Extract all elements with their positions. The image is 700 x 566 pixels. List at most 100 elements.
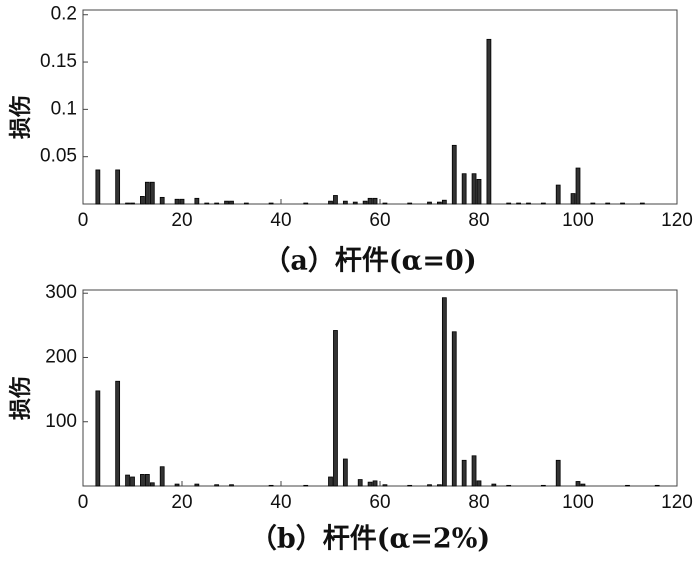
bar xyxy=(214,484,220,487)
bar xyxy=(476,178,482,205)
y-tick-label: 0.2 xyxy=(51,4,77,25)
x-tick-label: 40 xyxy=(270,492,291,513)
x-tick-label: 20 xyxy=(171,210,192,231)
bar xyxy=(555,184,561,205)
bar xyxy=(333,330,338,487)
bar xyxy=(130,202,135,205)
bar xyxy=(382,484,388,487)
bar xyxy=(407,202,413,205)
bar xyxy=(342,200,348,205)
x-tick-label: 40 xyxy=(270,210,291,231)
bar xyxy=(540,202,546,205)
bar xyxy=(159,196,165,205)
bar xyxy=(372,480,378,487)
bar xyxy=(357,479,363,487)
bar xyxy=(555,459,561,487)
x-tick-label: 0 xyxy=(78,492,89,513)
y-axis-label: 损伤 xyxy=(8,376,34,420)
bar xyxy=(268,484,274,487)
bar xyxy=(268,202,274,205)
bar xyxy=(115,169,121,205)
bar xyxy=(540,484,546,487)
bar xyxy=(367,197,373,205)
bar xyxy=(506,202,512,205)
bar xyxy=(125,474,130,487)
x-tick-label: 20 xyxy=(171,492,192,513)
bar xyxy=(333,195,338,205)
x-tick-label: 60 xyxy=(369,210,390,231)
chart-title: （a）杆件(α=0) xyxy=(263,246,476,277)
bar xyxy=(605,202,611,205)
bar xyxy=(214,202,220,205)
bar xyxy=(194,483,200,487)
bar xyxy=(328,200,333,205)
bar xyxy=(125,202,130,205)
y-tick-label: 200 xyxy=(45,346,77,367)
bar xyxy=(427,201,432,205)
bar xyxy=(144,474,150,487)
bar xyxy=(174,198,180,205)
bar xyxy=(328,476,333,487)
bar xyxy=(526,202,531,205)
x-tick-label: 120 xyxy=(661,492,693,513)
x-tick-label: 80 xyxy=(468,492,489,513)
x-tick-label: 0 xyxy=(78,210,89,231)
bar xyxy=(95,390,101,487)
bar xyxy=(367,481,373,487)
bar xyxy=(570,193,576,205)
bar xyxy=(303,202,309,205)
bar xyxy=(580,483,586,487)
bar xyxy=(451,144,457,205)
bar xyxy=(95,169,101,205)
bar xyxy=(144,181,150,205)
x-tick-label: 100 xyxy=(562,210,594,231)
bar xyxy=(575,167,581,205)
bar xyxy=(382,202,388,205)
y-tick-label: 0.05 xyxy=(40,146,77,167)
x-tick-label: 60 xyxy=(369,492,390,513)
bar xyxy=(140,196,145,205)
bar xyxy=(441,297,447,487)
bar xyxy=(471,455,477,487)
bar xyxy=(179,198,185,205)
bar xyxy=(194,197,200,205)
y-tick-label: 0.1 xyxy=(51,98,77,119)
bar xyxy=(174,483,180,487)
bar xyxy=(625,484,630,487)
bar xyxy=(639,202,645,205)
bar xyxy=(243,202,249,205)
bar xyxy=(229,484,234,487)
bar xyxy=(486,38,492,205)
y-axis-label: 损伤 xyxy=(8,95,34,139)
bar xyxy=(130,476,135,487)
y-tick-label: 100 xyxy=(45,411,77,432)
chart-title: （b）杆件(α=2%) xyxy=(250,524,490,555)
x-tick-label: 120 xyxy=(661,210,693,231)
bar xyxy=(362,200,368,205)
x-tick-label: 100 xyxy=(562,492,594,513)
y-tick-label: 0.15 xyxy=(40,51,77,72)
bar xyxy=(149,482,155,487)
bar xyxy=(451,331,457,487)
bar xyxy=(461,173,467,205)
plot-frame xyxy=(82,9,678,205)
bar xyxy=(224,200,229,205)
bar xyxy=(407,484,413,487)
bar xyxy=(506,484,512,487)
bar xyxy=(491,483,497,487)
bar xyxy=(159,466,165,487)
bar xyxy=(149,181,155,205)
bar xyxy=(516,202,521,205)
bar xyxy=(372,197,378,205)
bar xyxy=(437,484,442,487)
bar xyxy=(115,380,121,487)
bar xyxy=(620,202,625,205)
bar xyxy=(229,200,234,205)
bar xyxy=(476,480,482,487)
bar xyxy=(352,201,358,205)
bar xyxy=(427,484,432,487)
bar xyxy=(140,474,145,487)
bar xyxy=(590,202,596,205)
